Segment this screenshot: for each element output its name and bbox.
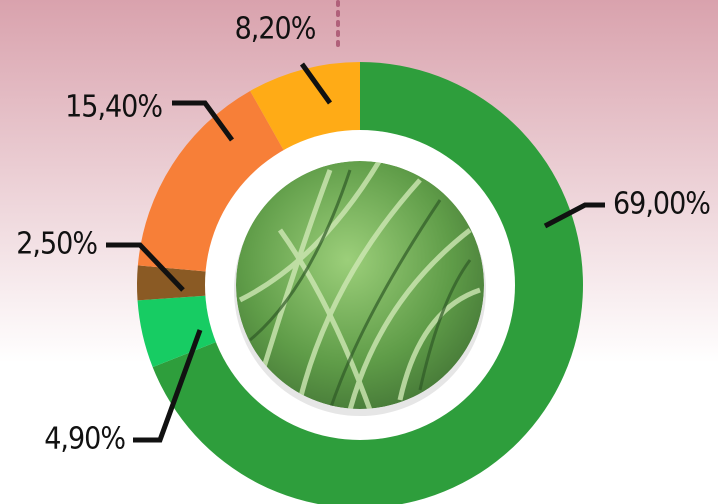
grass-photo [236,161,484,409]
leader-line [106,242,185,292]
leader-line [133,329,203,443]
labels: 69,00% 4,90% 2,50% 15,40% 8,20% [16,12,711,457]
value-label: 4,90% [44,422,125,457]
leader-line [172,100,235,142]
leader-line [299,62,333,105]
value-label: 15,40% [65,90,162,125]
donut-slice [250,62,360,155]
donut-slice [137,295,221,368]
value-label: 69,00% [613,187,710,222]
donut-slice [152,62,583,504]
leader-line [543,202,605,229]
value-label: 2,50% [16,227,97,262]
value-label: 8,20% [235,12,316,47]
donut-slice [137,90,287,272]
